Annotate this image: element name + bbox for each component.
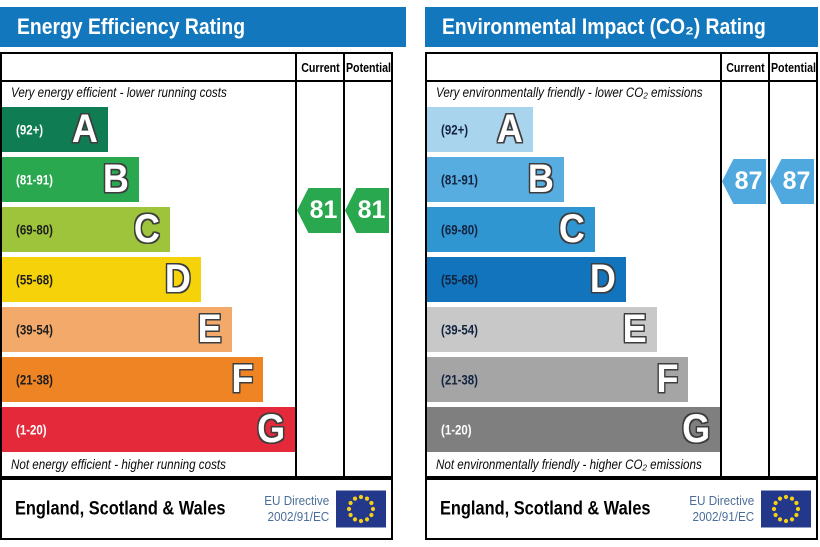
band-d: (55-68) D bbox=[427, 257, 626, 302]
band-a: (92+) A bbox=[2, 107, 108, 152]
table-header-rule bbox=[427, 80, 816, 82]
potential-column-header: Potential bbox=[770, 59, 816, 75]
band-a: (92+) A bbox=[427, 107, 533, 152]
potential-rating-value: 87 bbox=[782, 167, 811, 195]
band-b: (81-91) B bbox=[2, 157, 139, 202]
co2-rating-bands: (92+) A (81-91) B (69-80) C (55-68) D (39-54) E (2… bbox=[427, 54, 816, 476]
region-label: England, Scotland & Wales bbox=[15, 497, 226, 520]
band-letter: A bbox=[496, 106, 523, 151]
band-range-label: (55-68) bbox=[441, 272, 479, 287]
current-column-divider bbox=[295, 54, 297, 476]
current-column-divider bbox=[720, 54, 722, 476]
band-letter: G bbox=[681, 406, 710, 451]
band-letter: E bbox=[622, 306, 647, 351]
potential-column-divider bbox=[343, 54, 345, 476]
band-range-label: (21-38) bbox=[16, 372, 54, 387]
band-range-label: (39-54) bbox=[16, 322, 54, 337]
band-range-label: (1-20) bbox=[441, 422, 472, 437]
band-letter: F bbox=[656, 356, 678, 401]
table-header-rule bbox=[2, 80, 391, 82]
band-range-label: (21-38) bbox=[441, 372, 479, 387]
band-range-label: (81-91) bbox=[16, 172, 54, 187]
band-range-label: (39-54) bbox=[441, 322, 479, 337]
eu-directive-label: EU Directive 2002/91/EC bbox=[263, 493, 329, 524]
potential-rating-value: 81 bbox=[357, 196, 386, 224]
co2-chart-title: Environmental Impact (CO₂) Rating bbox=[442, 14, 766, 39]
energy-chart-title: Energy Efficiency Rating bbox=[17, 14, 246, 39]
potential-column-divider bbox=[768, 54, 770, 476]
band-range-label: (55-68) bbox=[16, 272, 54, 287]
eu-flag-icon bbox=[336, 490, 386, 528]
energy-rating-table: Current Potential Very energy efficient … bbox=[0, 52, 393, 478]
band-e: (39-54) E bbox=[427, 307, 657, 352]
band-range-label: (69-80) bbox=[16, 222, 54, 237]
band-letter: C bbox=[558, 206, 585, 251]
band-letter: D bbox=[589, 256, 616, 301]
band-d: (55-68) D bbox=[2, 257, 201, 302]
current-column-header: Current bbox=[725, 59, 765, 75]
band-letter: B bbox=[102, 156, 129, 201]
band-letter: A bbox=[71, 106, 98, 151]
band-letter: G bbox=[256, 406, 285, 451]
band-letter: B bbox=[527, 156, 554, 201]
band-c: (69-80) C bbox=[427, 207, 595, 252]
eu-directive-label: EU Directive 2002/91/EC bbox=[688, 493, 754, 524]
band-f: (21-38) F bbox=[427, 357, 688, 402]
band-g: (1-20) G bbox=[2, 407, 295, 452]
band-range-label: (81-91) bbox=[441, 172, 479, 187]
current-rating-value: 81 bbox=[309, 196, 338, 224]
co2-chart-header: Environmental Impact (CO₂) Rating bbox=[425, 7, 818, 47]
energy-rating-bands: (92+) A (81-91) B (69-80) C (55-68) D (39-54) E (2… bbox=[2, 54, 391, 476]
band-e: (39-54) E bbox=[2, 307, 232, 352]
band-range-label: (1-20) bbox=[16, 422, 47, 437]
band-b: (81-91) B bbox=[427, 157, 564, 202]
current-rating-value: 87 bbox=[734, 167, 763, 195]
eu-flag-icon bbox=[761, 490, 811, 528]
environmental-impact-chart: Environmental Impact (CO₂) Rating Curren… bbox=[425, 0, 818, 547]
band-letter: C bbox=[133, 206, 160, 251]
energy-chart-header: Energy Efficiency Rating bbox=[0, 7, 406, 47]
band-g: (1-20) G bbox=[427, 407, 720, 452]
bottom-caption: Not environmentally friendly - higher CO… bbox=[436, 457, 702, 472]
band-letter: D bbox=[164, 256, 191, 301]
band-f: (21-38) F bbox=[2, 357, 263, 402]
co2-rating-table: Current Potential Very environmentally f… bbox=[425, 52, 818, 478]
energy-chart-footer: England, Scotland & Wales EU Directive 2… bbox=[0, 478, 393, 540]
region-label: England, Scotland & Wales bbox=[440, 497, 651, 520]
band-c: (69-80) C bbox=[2, 207, 170, 252]
energy-efficiency-chart: Energy Efficiency Rating Current Potenti… bbox=[0, 0, 406, 547]
band-letter: F bbox=[231, 356, 253, 401]
top-caption: Very environmentally friendly - lower CO… bbox=[436, 85, 703, 100]
band-letter: E bbox=[197, 306, 222, 351]
current-column-header: Current bbox=[300, 59, 340, 75]
potential-column-header: Potential bbox=[345, 59, 391, 75]
band-range-label: (92+) bbox=[16, 122, 44, 137]
band-range-label: (92+) bbox=[441, 122, 469, 137]
co2-chart-footer: England, Scotland & Wales EU Directive 2… bbox=[425, 478, 818, 540]
bottom-caption: Not energy efficient - higher running co… bbox=[11, 457, 226, 472]
band-range-label: (69-80) bbox=[441, 222, 479, 237]
top-caption: Very energy efficient - lower running co… bbox=[11, 85, 227, 100]
